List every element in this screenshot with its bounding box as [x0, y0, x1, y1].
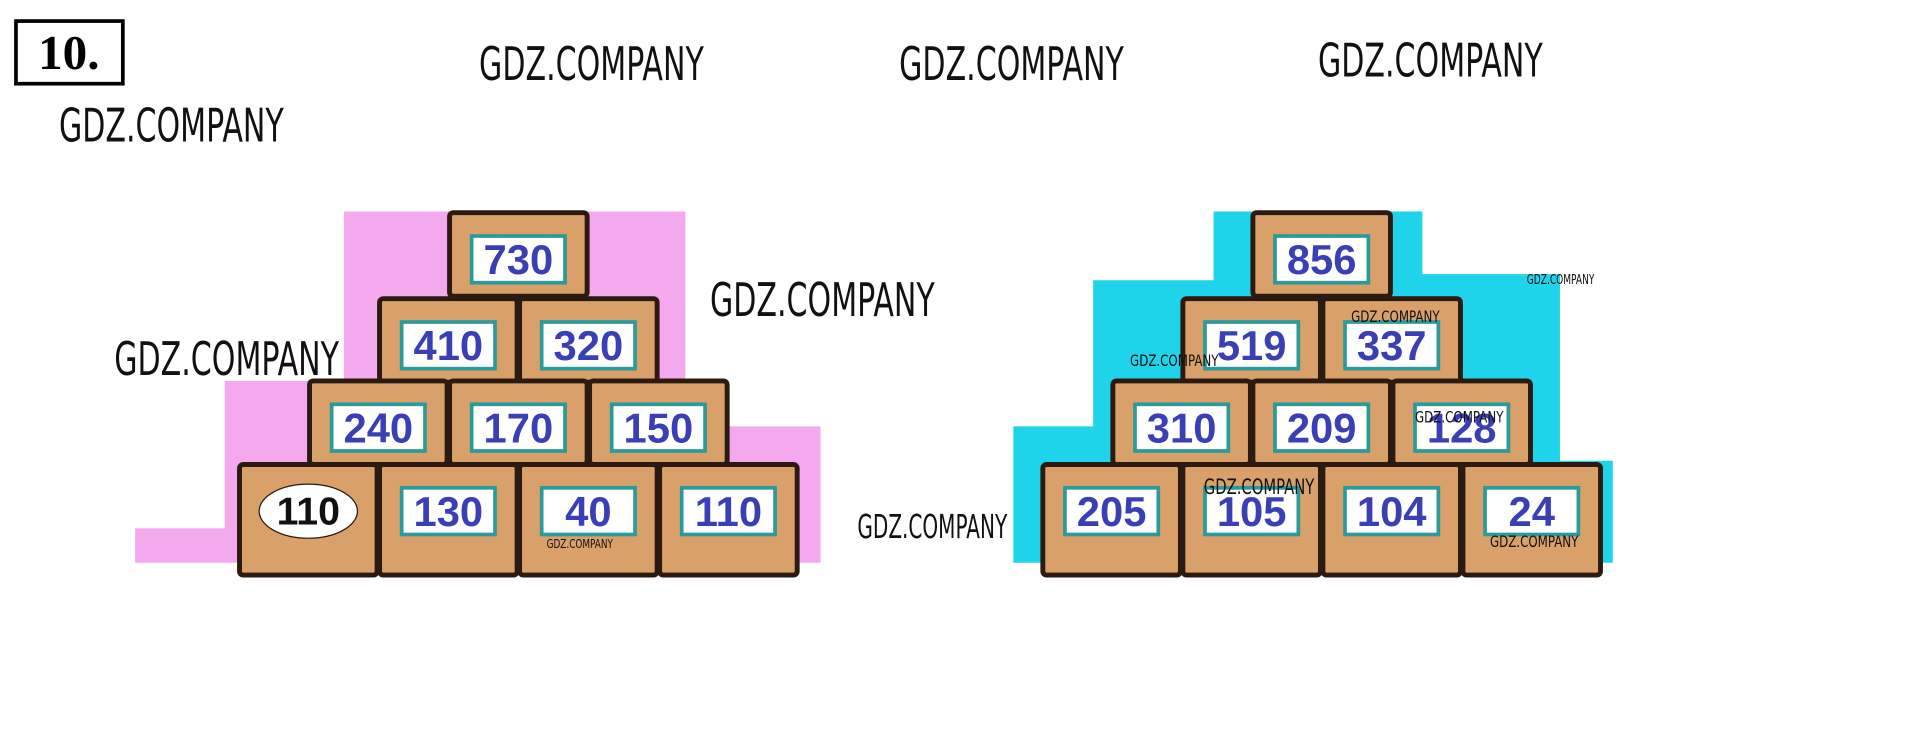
number-box	[1133, 402, 1231, 453]
brick-number: 24	[1508, 488, 1554, 535]
watermark: GDZ.COMPANY	[1527, 272, 1595, 288]
brick-number: 40	[565, 488, 611, 535]
number-box	[1343, 485, 1441, 537]
brick-number: 337	[1357, 322, 1427, 369]
watermark: GDZ.COMPANY	[1204, 475, 1315, 499]
number-box	[609, 402, 707, 453]
brick-number: 310	[1147, 404, 1217, 451]
watermark: GDZ.COMPANY	[1318, 34, 1543, 88]
brick-number: 110	[695, 488, 762, 535]
brick-number: 128	[1427, 404, 1497, 451]
watermark: GDZ.COMPANY	[710, 274, 935, 328]
number-box	[539, 320, 637, 371]
watermark: GDZ.COMPANY	[1490, 532, 1579, 551]
given-oval	[258, 483, 359, 539]
brick-number: 240	[343, 404, 413, 451]
watermark: GDZ.COMPANY	[114, 333, 339, 387]
brick-number: 205	[1077, 488, 1147, 535]
watermark: GDZ.COMPANY	[857, 507, 1007, 546]
number-box	[1343, 320, 1441, 371]
brick-number: 519	[1217, 322, 1287, 369]
task-number: 10.	[38, 25, 99, 80]
watermark: GDZ.COMPANY	[1415, 408, 1504, 427]
number-box	[679, 485, 777, 537]
task-number-box	[14, 19, 125, 86]
number-box	[469, 234, 567, 285]
brick-number: 105	[1217, 488, 1287, 535]
number-box	[1273, 402, 1371, 453]
number-box	[329, 402, 427, 453]
number-box	[1413, 402, 1511, 453]
number-box	[399, 320, 497, 371]
number-box	[1483, 485, 1581, 537]
brick-number: 104	[1357, 488, 1427, 535]
brick-number: 130	[413, 488, 483, 535]
watermark: GDZ.COMPANY	[547, 537, 614, 551]
watermark: GDZ.COMPANY	[1130, 351, 1219, 370]
number-box	[1273, 234, 1371, 285]
watermark: GDZ.COMPANY	[899, 38, 1124, 92]
number-box	[1203, 320, 1301, 371]
brick-number: 410	[413, 322, 483, 369]
watermark: GDZ.COMPANY	[1351, 307, 1440, 326]
brick-number: 856	[1287, 236, 1357, 283]
number-box	[539, 485, 637, 537]
number-box	[399, 485, 497, 537]
watermarks: GDZ.COMPANY GDZ.COMPANY GDZ.COMPANY GDZ.COM…	[59, 34, 1595, 551]
brick-number: 170	[484, 404, 554, 451]
brick-number: 110	[277, 490, 340, 534]
brick-number: 730	[484, 236, 554, 283]
number-box	[469, 402, 567, 453]
watermark: GDZ.COMPANY	[479, 38, 704, 92]
number-box	[1203, 485, 1301, 537]
brick-number: 150	[624, 404, 694, 451]
number-box	[1063, 485, 1161, 537]
brick-number: 320	[554, 322, 624, 369]
watermark: GDZ.COMPANY	[59, 99, 284, 153]
brick-number: 209	[1287, 404, 1357, 451]
